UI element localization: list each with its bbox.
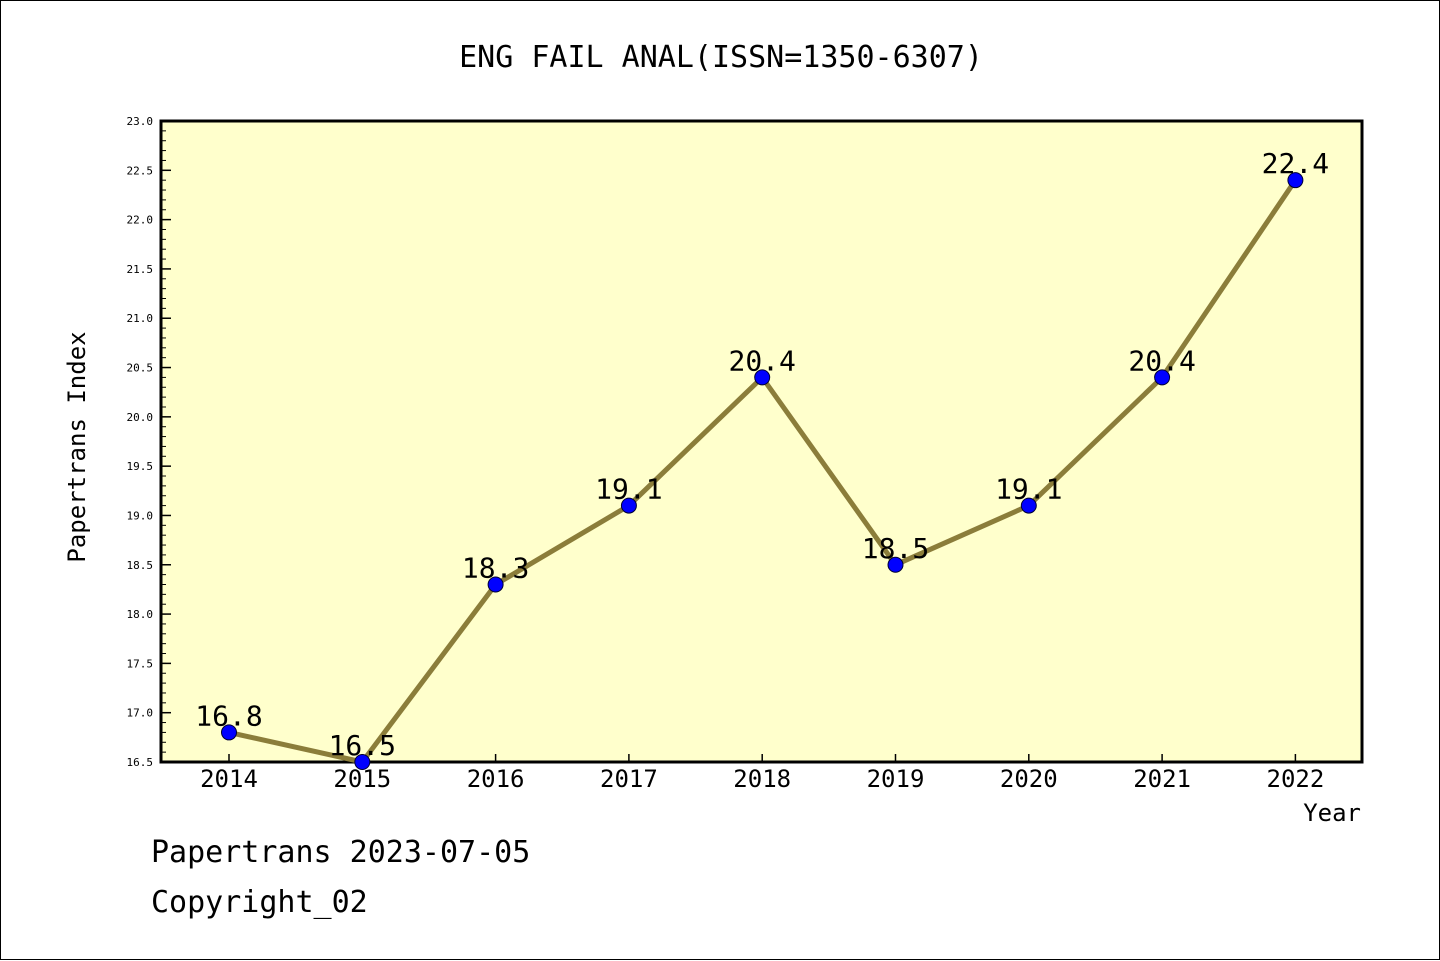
y-tick-label: 18.5 (127, 559, 154, 572)
data-point (754, 369, 771, 386)
data-label: 19.1 (595, 473, 662, 506)
y-tick-label: 17.0 (127, 707, 154, 720)
data-label: 20.4 (728, 344, 795, 377)
data-label: 18.3 (462, 551, 529, 584)
data-point (887, 556, 904, 573)
copyright-text: Copyright_02 (151, 885, 368, 920)
y-tick-label: 20.5 (127, 362, 154, 375)
data-point (1020, 497, 1037, 514)
source-date-text: Papertrans 2023-07-05 (151, 835, 531, 870)
y-tick-label: 16.5 (127, 756, 154, 769)
x-tick-label: 2020 (1000, 765, 1058, 793)
y-tick-label: 19.5 (127, 460, 154, 473)
y-axis-label: Papertrans Index (63, 331, 91, 562)
plot-area (159, 119, 1364, 764)
data-point (487, 576, 504, 593)
data-label: 16.5 (329, 729, 396, 762)
data-point (1154, 369, 1171, 386)
y-tick-label: 21.5 (127, 263, 154, 276)
x-tick-label: 2021 (1133, 765, 1191, 793)
x-tick-label: 2019 (867, 765, 925, 793)
y-tick-label: 20.0 (127, 411, 154, 424)
y-tick-label: 17.5 (127, 657, 154, 670)
data-labels: 16.8 16.5 18.3 19.1 20.4 18.5 19.1 20.4 22.4 (195, 147, 1329, 762)
y-tick-label: 22.0 (127, 214, 154, 227)
x-tick-label: 2022 (1267, 765, 1325, 793)
data-markers (221, 172, 1304, 770)
data-label: 16.8 (195, 699, 262, 732)
x-tick-label: 2017 (600, 765, 658, 793)
x-tick-label: 2014 (200, 765, 258, 793)
data-point (221, 724, 237, 741)
data-label: 19.1 (995, 473, 1062, 506)
y-tick-label: 19.0 (127, 509, 154, 522)
data-point (620, 497, 637, 514)
y-axis-ticks: 16.5 17.0 17.5 18.0 18.5 19.0 19.5 20.0 20.5 21.0… (127, 115, 171, 769)
data-point (1287, 172, 1304, 189)
x-tick-label: 2018 (733, 765, 791, 793)
x-tick-label: 2016 (467, 765, 525, 793)
y-tick-label: 18.0 (127, 608, 154, 621)
chart-title: ENG FAIL ANAL(ISSN=1350-6307) (459, 40, 983, 75)
data-label: 18.5 (862, 532, 929, 565)
data-label: 20.4 (1128, 344, 1195, 377)
y-tick-label: 23.0 (127, 115, 154, 128)
y-tick-label: 21.0 (127, 312, 154, 325)
data-label: 22.4 (1262, 147, 1329, 180)
x-axis-label: Year (1303, 799, 1361, 827)
data-point (354, 754, 371, 770)
y-tick-label: 22.5 (127, 164, 154, 177)
